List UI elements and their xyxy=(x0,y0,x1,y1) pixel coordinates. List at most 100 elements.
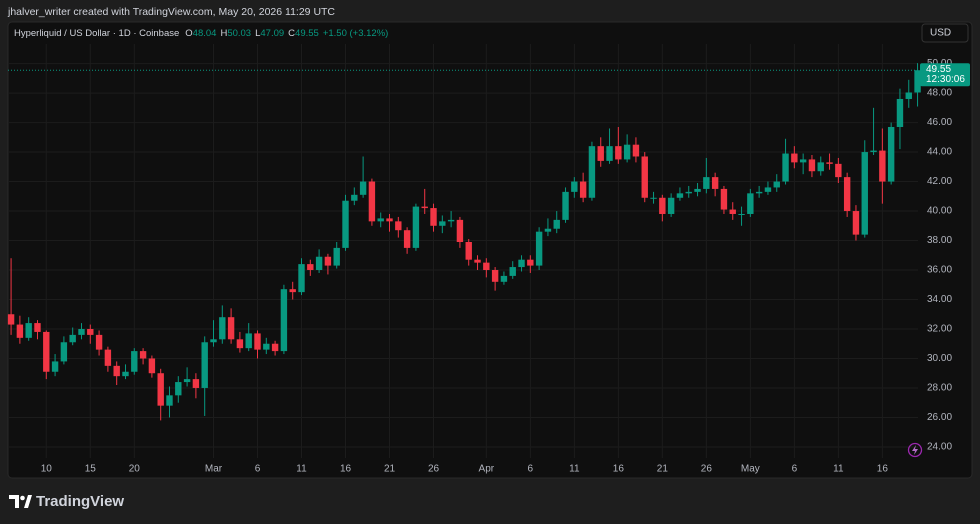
candle-body xyxy=(447,219,455,222)
candle-body xyxy=(615,146,622,160)
ohlc-value: 49.55 xyxy=(295,28,319,39)
x-tick-label: 16 xyxy=(613,464,625,475)
candle-body xyxy=(773,181,780,188)
candle-body xyxy=(175,382,182,396)
candle-body xyxy=(729,209,736,214)
candle-body xyxy=(650,197,657,199)
candle-body xyxy=(192,379,200,388)
candle-body xyxy=(905,92,912,99)
candle-body xyxy=(201,342,208,388)
candle-body xyxy=(263,343,270,350)
candle-body xyxy=(69,334,76,343)
x-tick-label: 11 xyxy=(296,464,307,475)
last-price-badge xyxy=(920,63,970,87)
ohlc-value: 50.03 xyxy=(227,28,251,39)
candle-body xyxy=(403,230,411,248)
legend-header: Hyperliquid / US Dollar · 1D · Coinbase O… xyxy=(14,28,388,39)
y-tick-label: 48.00 xyxy=(927,88,952,99)
candle-body xyxy=(623,144,631,160)
y-tick-label: 26.00 xyxy=(927,412,952,423)
x-tick-label: 20 xyxy=(129,464,141,475)
candle-body xyxy=(509,267,516,276)
candle-body xyxy=(298,264,305,293)
candle-body xyxy=(95,334,103,350)
y-tick-label: 32.00 xyxy=(927,324,952,335)
candle-body xyxy=(562,191,569,220)
candle-body xyxy=(711,177,719,189)
ohlc-value: 47.09 xyxy=(260,28,284,39)
currency-button[interactable] xyxy=(921,23,969,43)
y-tick-label: 36.00 xyxy=(927,265,952,276)
y-tick-label: 44.00 xyxy=(927,147,952,158)
candle-body xyxy=(483,262,490,271)
candle-body xyxy=(280,289,288,352)
candle-body xyxy=(113,365,120,377)
x-tick-label: May xyxy=(741,464,760,475)
candle-body xyxy=(474,259,481,263)
symbol-name: Hyperliquid / US Dollar · 1D · Coinbase xyxy=(14,28,179,39)
candle-body xyxy=(271,343,279,352)
candle-body xyxy=(720,188,728,210)
candle-body xyxy=(632,144,640,157)
candle-body xyxy=(571,181,578,192)
candle-body xyxy=(131,351,138,372)
candle-body xyxy=(861,152,868,235)
brand: TradingView xyxy=(36,493,124,510)
candle-body xyxy=(315,256,323,271)
candle-body xyxy=(852,211,860,235)
candle-body xyxy=(870,150,877,153)
candle-body xyxy=(351,194,358,201)
candle-body xyxy=(835,163,842,178)
candle-body xyxy=(122,371,129,377)
candle-body xyxy=(685,191,692,194)
attribution: jhalver_writer created with TradingView.… xyxy=(7,6,335,18)
candle-body xyxy=(368,181,376,222)
candle-body xyxy=(914,70,921,93)
candle-body xyxy=(324,256,332,266)
candle-body xyxy=(377,218,384,222)
candle-body xyxy=(78,328,85,335)
x-tick-label: 6 xyxy=(528,464,534,475)
candle-body xyxy=(25,323,32,338)
candle-body xyxy=(738,213,745,215)
countdown: 12:30:06 xyxy=(926,74,965,85)
candle-body xyxy=(456,219,464,242)
candle-body xyxy=(227,317,235,340)
candle-body xyxy=(359,181,367,195)
candle-body xyxy=(333,247,340,266)
y-tick-label: 46.00 xyxy=(927,117,952,128)
candle-body xyxy=(254,333,261,350)
brand-logo xyxy=(9,495,32,508)
candle-body xyxy=(166,395,173,406)
x-tick-label: 15 xyxy=(85,464,97,475)
candle-body xyxy=(826,162,833,164)
candle-body xyxy=(667,197,675,214)
candle-body xyxy=(764,187,772,192)
candle-body xyxy=(817,162,824,172)
x-tick-label: 11 xyxy=(833,464,844,475)
candle-body xyxy=(51,361,59,372)
candle-body xyxy=(307,264,314,271)
y-tick-label: 30.00 xyxy=(927,353,952,364)
candle-body xyxy=(7,314,15,325)
candle-body xyxy=(210,339,217,343)
currency[interactable]: USD xyxy=(930,28,951,39)
candle-body xyxy=(430,208,437,226)
candle-body xyxy=(386,218,393,222)
candle-body xyxy=(843,177,851,212)
candle-body xyxy=(747,193,754,214)
x-tick-label: 6 xyxy=(255,464,261,475)
candle-body xyxy=(527,259,534,266)
candle-body xyxy=(782,153,789,182)
candle-body xyxy=(791,153,798,163)
candle-body xyxy=(659,197,666,214)
lightning-icon xyxy=(907,442,923,458)
chart-panel xyxy=(7,21,973,479)
x-tick-label: 16 xyxy=(877,464,889,475)
candle-body xyxy=(491,270,499,282)
y-tick-label: 40.00 xyxy=(927,206,952,217)
candle-body xyxy=(104,349,112,366)
y-tick-label: 24.00 xyxy=(927,442,952,453)
